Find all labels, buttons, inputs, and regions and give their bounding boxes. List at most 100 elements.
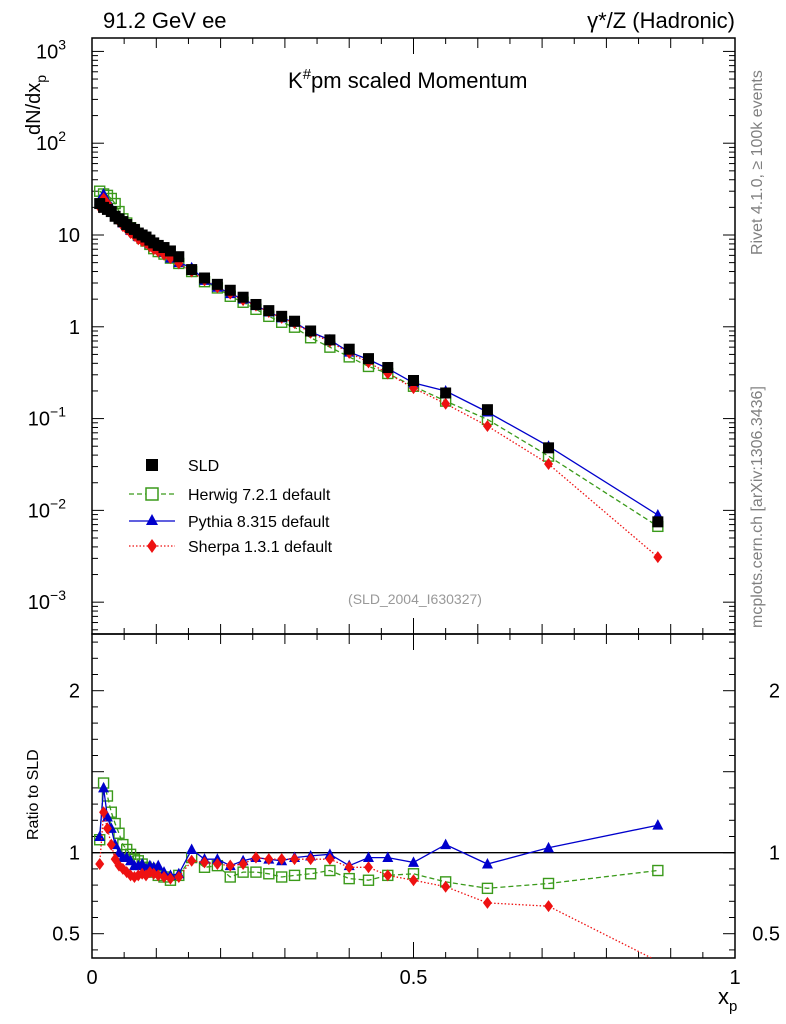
series-line-pythia bbox=[99, 787, 658, 877]
data-point-sherpa bbox=[544, 900, 554, 913]
data-point-sld bbox=[263, 305, 275, 317]
series-line-herwig bbox=[99, 782, 658, 889]
ratio-y-tick-label-right: 2 bbox=[769, 681, 780, 703]
data-point-sherpa bbox=[99, 806, 109, 819]
data-point-sherpa bbox=[277, 853, 287, 866]
data-point-sherpa bbox=[482, 420, 492, 433]
data-point-sherpa bbox=[102, 822, 112, 835]
data-point-sld bbox=[343, 343, 355, 355]
legend-pythia-label: Pythia 8.315 default bbox=[188, 514, 330, 531]
data-point-herwig bbox=[263, 868, 275, 880]
data-point-sld bbox=[276, 310, 288, 322]
data-point-pythia bbox=[652, 819, 664, 830]
ratio-panel-frame bbox=[91, 633, 736, 959]
ratio-x-tick-label: 0 bbox=[86, 967, 97, 989]
ratio-y-tick-label: 0.5 bbox=[52, 924, 80, 946]
ratio-x-axis: 0 0.5 1 bbox=[86, 634, 741, 989]
data-point-sld bbox=[305, 325, 317, 337]
data-point-sherpa bbox=[290, 853, 300, 866]
data-point-pythia bbox=[186, 843, 198, 854]
data-point-sherpa bbox=[225, 859, 235, 872]
data-point-pythia bbox=[98, 781, 110, 793]
chart-title-superscript: # bbox=[303, 66, 312, 83]
data-point-sherpa bbox=[165, 872, 175, 885]
data-point-herwig bbox=[362, 874, 375, 886]
legend-sherpa-label: Sherpa 1.3.1 default bbox=[188, 539, 333, 556]
data-point-sherpa bbox=[238, 858, 248, 871]
series-line-pythia bbox=[99, 192, 659, 516]
data-point-pythia bbox=[481, 858, 493, 869]
data-point-sld bbox=[250, 298, 262, 310]
data-point-sherpa bbox=[383, 869, 393, 882]
data-point-sherpa bbox=[187, 854, 197, 867]
data-point-sld bbox=[543, 442, 555, 454]
ratio-y-axis: 0.5 0.5 1 1 2 2 bbox=[52, 641, 780, 951]
data-point-sld bbox=[199, 272, 211, 284]
data-point-sld bbox=[440, 387, 452, 399]
data-point-sherpa bbox=[482, 896, 492, 909]
data-point-sld bbox=[211, 278, 223, 290]
legend-sherpa-marker bbox=[147, 539, 157, 553]
data-point-sherpa bbox=[409, 874, 418, 887]
main-y-tick-label: 103 bbox=[36, 36, 66, 63]
data-point-sherpa bbox=[325, 853, 335, 866]
ratio-y-tick-label-right: 1 bbox=[769, 843, 780, 865]
main-y-tick-label: 10−3 bbox=[28, 587, 66, 614]
data-point-sld bbox=[164, 245, 176, 257]
data-point-sherpa bbox=[159, 871, 169, 883]
legend-herwig-label: Herwig 7.2.1 default bbox=[188, 487, 331, 504]
data-point-sherpa bbox=[441, 880, 451, 893]
data-point-herwig bbox=[288, 869, 301, 882]
ratio-x-tick-label: 0.5 bbox=[400, 967, 428, 989]
chart-title: K#pm scaled Momentum bbox=[288, 66, 527, 93]
data-point-herwig bbox=[224, 871, 236, 883]
data-point-sld bbox=[173, 251, 185, 263]
process-label: γ*/Z (Hadronic) bbox=[587, 8, 735, 33]
data-point-sherpa bbox=[174, 871, 184, 883]
data-point-sld bbox=[362, 353, 374, 365]
data-point-sherpa bbox=[200, 856, 210, 869]
main-y-axis: 10−3 10−2 10−1 1 10 102 103 bbox=[28, 36, 735, 631]
chart-title-main: K bbox=[288, 68, 303, 93]
analysis-id: (SLD_2004_I630327) bbox=[348, 591, 482, 607]
series-line-sherpa bbox=[99, 812, 653, 958]
data-point-sherpa bbox=[363, 861, 373, 874]
data-point-pythia bbox=[94, 830, 106, 841]
mcplots-label: mcplots.cern.ch [arXiv:1306.3436] bbox=[749, 386, 766, 628]
main-series-group bbox=[94, 185, 664, 564]
energy-label: 91.2 GeV ee bbox=[103, 8, 227, 33]
data-point-sherpa bbox=[264, 853, 274, 866]
data-point-herwig bbox=[542, 877, 555, 890]
data-point-pythia bbox=[152, 859, 164, 871]
data-point-sld bbox=[324, 334, 336, 346]
main-y-tick-label: 10 bbox=[58, 225, 80, 247]
data-point-sherpa bbox=[344, 861, 354, 874]
main-y-tick-label: 10−1 bbox=[28, 404, 66, 431]
ratio-y-axis-label: Ratio to SLD bbox=[25, 749, 42, 840]
ratio-y-tick-label: 1 bbox=[69, 843, 80, 865]
data-point-sld bbox=[408, 374, 419, 386]
data-point-pythia bbox=[408, 856, 419, 867]
data-point-sld bbox=[158, 242, 170, 254]
data-point-sld bbox=[237, 291, 249, 303]
main-y-tick-label: 102 bbox=[36, 128, 66, 155]
data-point-sherpa bbox=[106, 838, 116, 851]
data-point-herwig bbox=[113, 827, 125, 839]
data-point-sherpa bbox=[441, 397, 451, 410]
data-point-sld bbox=[152, 239, 164, 251]
data-point-sherpa bbox=[95, 858, 105, 871]
data-point-sld bbox=[382, 362, 394, 374]
data-point-herwig bbox=[652, 864, 664, 877]
data-point-herwig bbox=[275, 871, 288, 883]
data-point-sld bbox=[289, 315, 301, 327]
data-point-sherpa bbox=[212, 858, 222, 871]
data-point-sherpa bbox=[653, 551, 663, 564]
data-point-herwig bbox=[343, 872, 355, 885]
data-point-pythia bbox=[362, 851, 374, 863]
main-y-tick-label: 10−2 bbox=[28, 495, 66, 522]
data-point-pythia bbox=[382, 851, 394, 863]
data-point-pythia bbox=[440, 838, 452, 850]
data-point-sld bbox=[481, 404, 493, 416]
data-point-sld bbox=[186, 264, 198, 276]
